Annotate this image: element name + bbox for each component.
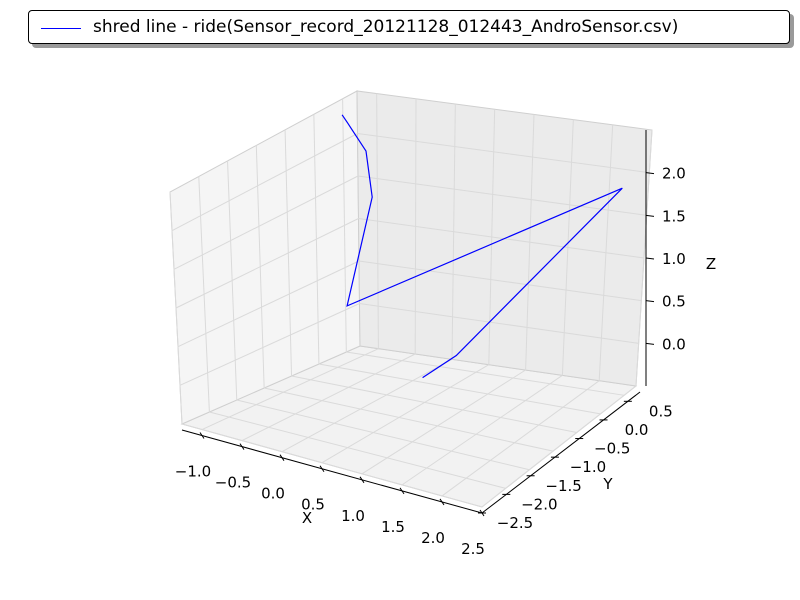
z-tick-label: 2.0 <box>662 165 686 183</box>
y-tick-label: 0.0 <box>625 421 649 439</box>
y-tick-label: −1.0 <box>570 458 606 476</box>
x-tick-mark <box>279 454 285 461</box>
grid-line-y <box>181 423 483 508</box>
grid-line-x <box>201 348 379 430</box>
y-tick-label: 0.5 <box>649 402 673 420</box>
series-line <box>341 114 623 379</box>
grid-line-z <box>358 260 642 302</box>
x-tick-label: 2.0 <box>421 529 445 547</box>
x-tick-label: 1.5 <box>381 518 405 536</box>
y-tick-label: −1.5 <box>545 477 581 495</box>
x-tick-label: 1.0 <box>341 507 365 525</box>
y-tick-label: −0.5 <box>594 440 630 458</box>
x-tick-mark <box>359 476 365 484</box>
z-tick-mark <box>645 214 655 217</box>
x-axis-label: X <box>302 509 312 527</box>
legend-label: shred line - ride(Sensor_record_20121128… <box>93 17 679 37</box>
grid-line-z <box>357 175 647 216</box>
grid-line-x <box>241 353 416 442</box>
x-tick-mark <box>199 432 205 439</box>
z-tick-mark <box>645 300 655 303</box>
z-tick-label: 0.0 <box>662 335 686 353</box>
z-tick-mark <box>645 342 655 345</box>
tick-labels: −1.0−0.50.00.51.01.52.02.5−2.5−2.0−1.5−1… <box>175 165 686 558</box>
grid-line-z <box>175 218 359 309</box>
grid-line-y <box>318 363 601 415</box>
grid-line-z <box>357 133 650 174</box>
x-tick-mark <box>239 443 245 450</box>
series-layer <box>341 114 623 379</box>
grid-line-x <box>441 380 600 497</box>
x-axis-line <box>181 429 483 514</box>
x-tick-mark <box>319 465 325 473</box>
grid-line-x <box>321 364 490 464</box>
z-tick-mark <box>645 257 655 260</box>
grid-line-z <box>173 175 359 270</box>
grid-line-x <box>281 358 453 453</box>
x-tick-label: 2.5 <box>461 540 485 558</box>
grid-line-z <box>177 260 360 348</box>
grid-line-z <box>358 218 645 259</box>
grid-line-x <box>361 369 526 475</box>
grid-line-x <box>481 385 637 508</box>
grid-line-z <box>179 303 360 386</box>
grid-line-z <box>359 303 639 344</box>
x-tick-label: 0.5 <box>301 496 325 514</box>
z-tick-label: 0.5 <box>662 293 686 311</box>
x-tick-label: 0.0 <box>261 485 285 503</box>
legend-line-swatch <box>41 28 81 29</box>
grid-line-x <box>401 374 563 486</box>
z-tick-label: 1.5 <box>662 207 686 225</box>
grid-line-y <box>264 387 554 452</box>
z-tick-label: 1.0 <box>662 250 686 268</box>
x-tick-label: −1.0 <box>175 463 211 481</box>
z-axis-label: Z <box>706 255 716 273</box>
x-tick-mark <box>439 498 445 506</box>
y-tick-label: −2.5 <box>497 514 533 532</box>
x-tick-mark <box>399 487 405 495</box>
grid-line-y <box>346 351 625 396</box>
y-axis-label: Y <box>602 475 613 493</box>
grid-line-y <box>291 375 577 434</box>
y-tick-label: −2.0 <box>521 495 557 513</box>
grid-lines <box>169 93 653 508</box>
grid-line-y <box>236 399 530 471</box>
grid-line-y <box>209 411 506 489</box>
tick-marks <box>199 172 655 517</box>
grid-line-z <box>171 133 358 232</box>
legend: shred line - ride(Sensor_record_20121128… <box>28 10 790 44</box>
y-axis-line <box>481 391 641 514</box>
x-tick-label: −0.5 <box>215 474 251 492</box>
z-tick-mark <box>645 172 655 175</box>
